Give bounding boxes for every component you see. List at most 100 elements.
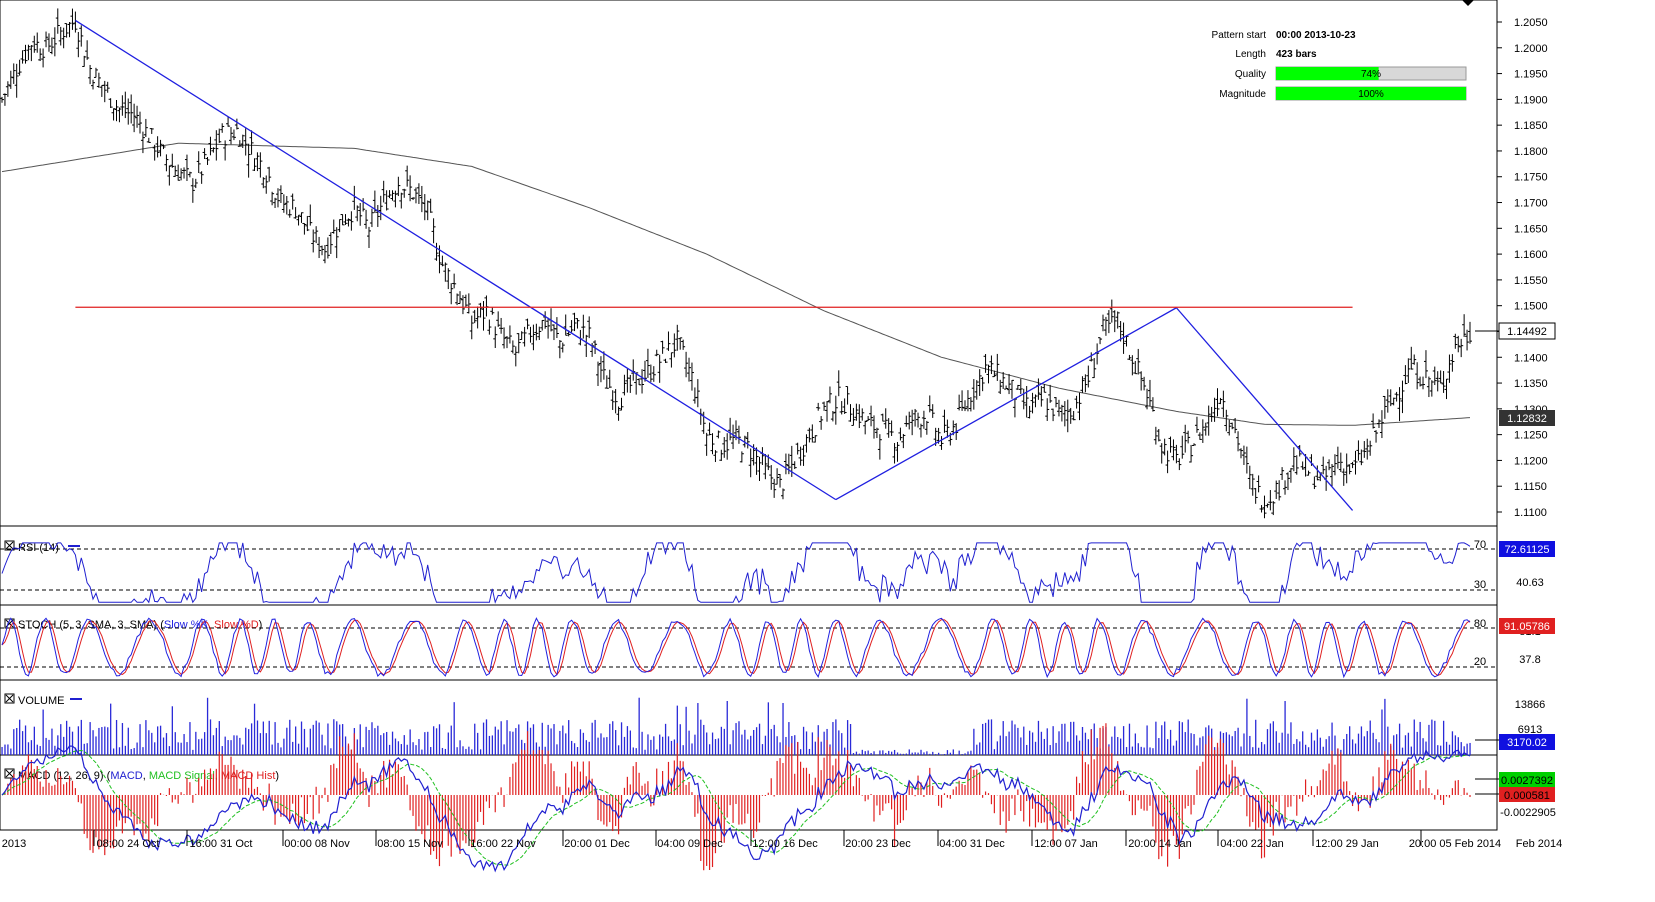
ohlc-bar bbox=[1153, 426, 1158, 445]
volume-bar bbox=[1087, 739, 1090, 755]
ohlc-bar bbox=[507, 325, 512, 344]
volume-bar bbox=[1366, 731, 1368, 755]
volume-bar bbox=[444, 748, 447, 755]
ohlc-bar bbox=[813, 435, 818, 443]
volume-bar bbox=[758, 723, 761, 755]
volume-bar bbox=[908, 749, 910, 755]
volume-bar bbox=[336, 721, 338, 755]
volume-bar bbox=[453, 702, 455, 755]
volume-bar bbox=[1043, 738, 1045, 755]
ohlc-bar bbox=[475, 306, 480, 329]
ohlc-bar bbox=[399, 192, 404, 209]
ohlc-bar bbox=[1283, 480, 1288, 495]
volume-bar bbox=[770, 729, 772, 755]
ohlc-bar bbox=[1321, 456, 1326, 475]
ohlc-bar bbox=[678, 337, 683, 350]
volume-label: VOLUME bbox=[18, 695, 64, 707]
ohlc-bar bbox=[1051, 408, 1056, 422]
volume-bar bbox=[673, 739, 676, 755]
ohlc-bar bbox=[604, 375, 609, 389]
ohlc-bar bbox=[88, 64, 93, 85]
ohlc-bar bbox=[1115, 311, 1120, 329]
ohlc-bar bbox=[1224, 409, 1229, 432]
volume-bar bbox=[755, 727, 758, 755]
volume-bar bbox=[157, 726, 159, 755]
volume-bar bbox=[688, 730, 690, 755]
volume-bar bbox=[201, 738, 203, 755]
ohlc-bar bbox=[822, 401, 827, 411]
ohlc-bar bbox=[660, 340, 665, 354]
ohlc-bar bbox=[1288, 468, 1293, 483]
ohlc-bar bbox=[243, 128, 248, 156]
ohlc-bar bbox=[1403, 365, 1408, 385]
ohlc-bar bbox=[411, 197, 416, 201]
stoch-indicator: STOCH (5, 3, SMA, 3, SMA) (Slow %K, Slow… bbox=[0, 617, 1555, 679]
time-tick-label: 12:00 29 Jan bbox=[1315, 838, 1379, 850]
volume-bar bbox=[532, 724, 535, 755]
volume-bar bbox=[920, 749, 922, 755]
ohlc-bar bbox=[261, 177, 266, 189]
volume-bar bbox=[318, 722, 320, 755]
volume-bar bbox=[139, 724, 141, 755]
volume-bar bbox=[394, 738, 397, 755]
volume-bar bbox=[802, 726, 805, 755]
ohlc-bar bbox=[358, 202, 363, 226]
ohlc-bar bbox=[96, 72, 101, 88]
volume-bar bbox=[911, 752, 913, 755]
ohlc-bar bbox=[977, 369, 982, 396]
volume-bar bbox=[703, 724, 705, 755]
volume-bar bbox=[303, 728, 306, 755]
ohlc-bar bbox=[704, 432, 709, 456]
volume-bar bbox=[1434, 720, 1436, 755]
ohlc-bar bbox=[898, 427, 903, 441]
ohlc-bar bbox=[1077, 392, 1082, 421]
ohlc-bar bbox=[234, 118, 239, 130]
ohlc-bar bbox=[446, 268, 451, 290]
ohlc-bar bbox=[5, 81, 10, 97]
ohlc-bar bbox=[44, 31, 49, 48]
volume-bar bbox=[1296, 739, 1298, 755]
rsi-pane[interactable] bbox=[0, 525, 1498, 606]
volume-bar bbox=[1404, 735, 1407, 755]
volume-bar bbox=[1448, 744, 1451, 755]
volume-bar bbox=[1469, 742, 1471, 755]
ohlc-bar bbox=[1344, 453, 1349, 484]
ohlc-bar bbox=[440, 255, 445, 267]
ohlc-bar bbox=[1453, 333, 1458, 349]
volume-bar bbox=[1155, 721, 1157, 755]
scroll-marker-icon[interactable] bbox=[1462, 0, 1474, 6]
volume-bar bbox=[130, 749, 132, 755]
time-tick-label: 08:00 15 Nov bbox=[377, 838, 443, 850]
ohlc-bar bbox=[478, 302, 483, 318]
ohlc-bar bbox=[102, 80, 107, 103]
volume-bar bbox=[923, 752, 925, 755]
ohlc-bar bbox=[910, 409, 915, 436]
volume-bar bbox=[870, 752, 872, 755]
volume-bar bbox=[10, 748, 12, 755]
volume-bar bbox=[620, 722, 623, 755]
ohlc-bar bbox=[64, 23, 69, 38]
price-pane[interactable] bbox=[0, 0, 1498, 527]
ohlc-bar bbox=[1156, 428, 1161, 442]
volume-bar bbox=[4, 744, 6, 755]
ohlc-bar bbox=[1045, 398, 1050, 421]
ohlc-bar bbox=[1274, 480, 1279, 499]
volume-bar bbox=[1122, 726, 1125, 755]
ohlc-bar bbox=[1009, 379, 1014, 399]
volume-bar bbox=[1328, 736, 1330, 755]
ohlc-bar bbox=[830, 411, 835, 422]
ohlc-bar bbox=[654, 349, 659, 357]
volume-bar bbox=[1275, 731, 1277, 755]
volume-bar bbox=[582, 732, 585, 755]
ohlc-bar bbox=[1236, 431, 1241, 452]
ohlc-bar bbox=[1406, 358, 1411, 383]
ohlc-bar bbox=[622, 374, 627, 396]
price-tick-label: 1.1150 bbox=[1514, 481, 1547, 493]
ohlc-bar bbox=[731, 424, 736, 450]
ohlc-bar bbox=[1394, 391, 1399, 402]
ohlc-bar bbox=[848, 404, 853, 422]
volume-bar bbox=[1166, 739, 1169, 755]
volume-bar bbox=[753, 729, 755, 755]
volume-bar bbox=[306, 747, 309, 755]
volume-bar bbox=[635, 748, 637, 755]
